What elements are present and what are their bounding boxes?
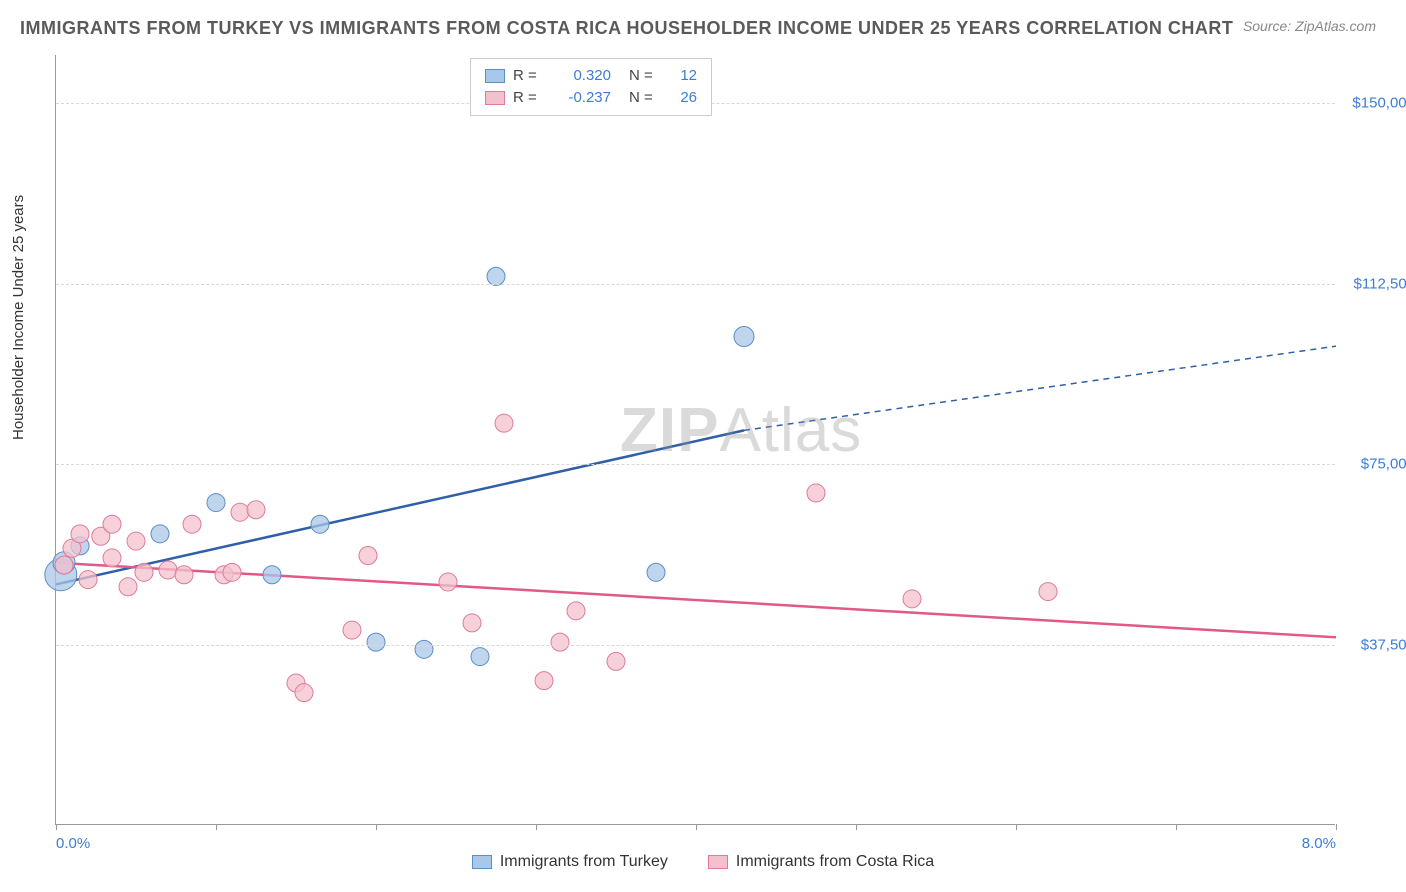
n-label: N =	[629, 65, 659, 87]
gridline	[56, 284, 1335, 285]
x-tick	[216, 824, 217, 830]
point-turkey	[207, 494, 225, 512]
n-label: N =	[629, 87, 659, 109]
point-turkey	[367, 633, 385, 651]
point-costarica	[567, 602, 585, 620]
x-tick	[856, 824, 857, 830]
y-tick-label: $37,500	[1340, 636, 1406, 653]
r-label: R =	[513, 65, 543, 87]
point-costarica	[463, 614, 481, 632]
point-turkey	[734, 327, 754, 347]
x-tick	[1016, 824, 1017, 830]
point-turkey	[415, 640, 433, 658]
y-tick-label: $112,500	[1340, 275, 1406, 292]
legend-item-label: Immigrants from Turkey	[500, 853, 668, 871]
point-costarica	[159, 561, 177, 579]
point-costarica	[71, 525, 89, 543]
point-costarica	[79, 571, 97, 589]
swatch-icon	[708, 855, 728, 869]
swatch-icon	[485, 91, 505, 105]
chart-title: IMMIGRANTS FROM TURKEY VS IMMIGRANTS FRO…	[20, 18, 1233, 39]
r-value: 0.320	[551, 65, 611, 87]
x-tick	[696, 824, 697, 830]
y-tick-label: $150,000	[1340, 95, 1406, 112]
point-costarica	[103, 515, 121, 533]
point-costarica	[551, 633, 569, 651]
point-costarica	[495, 414, 513, 432]
gridline	[56, 464, 1335, 465]
point-costarica	[359, 547, 377, 565]
n-value: 26	[667, 87, 697, 109]
point-costarica	[55, 556, 73, 574]
point-turkey	[647, 563, 665, 581]
point-costarica	[175, 566, 193, 584]
point-costarica	[807, 484, 825, 502]
point-costarica	[607, 652, 625, 670]
point-turkey	[311, 515, 329, 533]
n-value: 12	[667, 65, 697, 87]
point-costarica	[439, 573, 457, 591]
x-tick-label: 0.0%	[56, 835, 90, 852]
point-costarica	[1039, 583, 1057, 601]
legend-item-costarica: Immigrants from Costa Rica	[708, 853, 934, 871]
legend-item-label: Immigrants from Costa Rica	[736, 853, 934, 871]
point-turkey	[263, 566, 281, 584]
point-turkey	[471, 648, 489, 666]
point-costarica	[903, 590, 921, 608]
point-costarica	[103, 549, 121, 567]
point-costarica	[183, 515, 201, 533]
x-tick	[536, 824, 537, 830]
point-costarica	[223, 563, 241, 581]
trendline-ext-turkey	[744, 346, 1336, 430]
x-tick	[1176, 824, 1177, 830]
point-turkey	[151, 525, 169, 543]
x-tick	[1336, 824, 1337, 830]
point-costarica	[343, 621, 361, 639]
gridline	[56, 645, 1335, 646]
trendline-costarica	[56, 563, 1336, 638]
legend-correlation: R = 0.320 N = 12 R = -0.237 N = 26	[470, 58, 712, 116]
r-label: R =	[513, 87, 543, 109]
plot-area: $37,500$75,000$112,500$150,000 0.0%8.0%	[55, 55, 1335, 825]
x-tick	[376, 824, 377, 830]
legend-item-turkey: Immigrants from Turkey	[472, 853, 668, 871]
legend-top-row-turkey: R = 0.320 N = 12	[485, 65, 697, 87]
y-axis-label: Householder Income Under 25 years	[10, 195, 27, 440]
point-costarica	[135, 563, 153, 581]
point-costarica	[231, 503, 249, 521]
x-tick	[56, 824, 57, 830]
point-costarica	[119, 578, 137, 596]
legend-top-row-costarica: R = -0.237 N = 26	[485, 87, 697, 109]
point-costarica	[127, 532, 145, 550]
trendline-turkey	[56, 430, 744, 584]
chart-svg	[56, 55, 1335, 824]
point-costarica	[247, 501, 265, 519]
point-costarica	[295, 684, 313, 702]
legend-series: Immigrants from Turkey Immigrants from Co…	[0, 853, 1406, 874]
point-costarica	[535, 672, 553, 690]
source-label: Source: ZipAtlas.com	[1243, 18, 1376, 34]
y-tick-label: $75,000	[1340, 456, 1406, 473]
r-value: -0.237	[551, 87, 611, 109]
x-tick-label: 8.0%	[1302, 835, 1336, 852]
swatch-icon	[485, 69, 505, 83]
swatch-icon	[472, 855, 492, 869]
